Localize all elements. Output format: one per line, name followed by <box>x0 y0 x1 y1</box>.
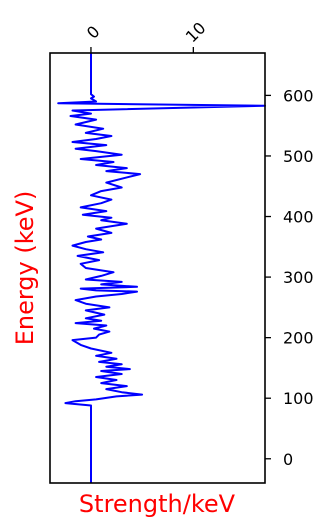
x-axis-ticks: 0 10 <box>83 18 210 53</box>
y-axis-ticks: 0 100 200 300 400 500 600 <box>265 86 314 469</box>
y-tick-label: 0 <box>283 450 293 469</box>
y-tick-label: 400 <box>283 208 314 227</box>
x-axis-label: Strength/keV <box>79 490 236 518</box>
y-tick-label: 100 <box>283 389 314 408</box>
y-tick-label: 300 <box>283 268 314 287</box>
y-axis-label: Energy (keV) <box>11 191 39 346</box>
plot-frame <box>49 52 266 484</box>
y-tick-label: 500 <box>283 147 314 166</box>
x-tick-label: 0 <box>83 22 104 43</box>
y-tick-label: 600 <box>283 86 314 105</box>
x-tick-label: 10 <box>182 18 210 46</box>
series-line <box>57 53 266 483</box>
y-tick-label: 200 <box>283 329 314 348</box>
